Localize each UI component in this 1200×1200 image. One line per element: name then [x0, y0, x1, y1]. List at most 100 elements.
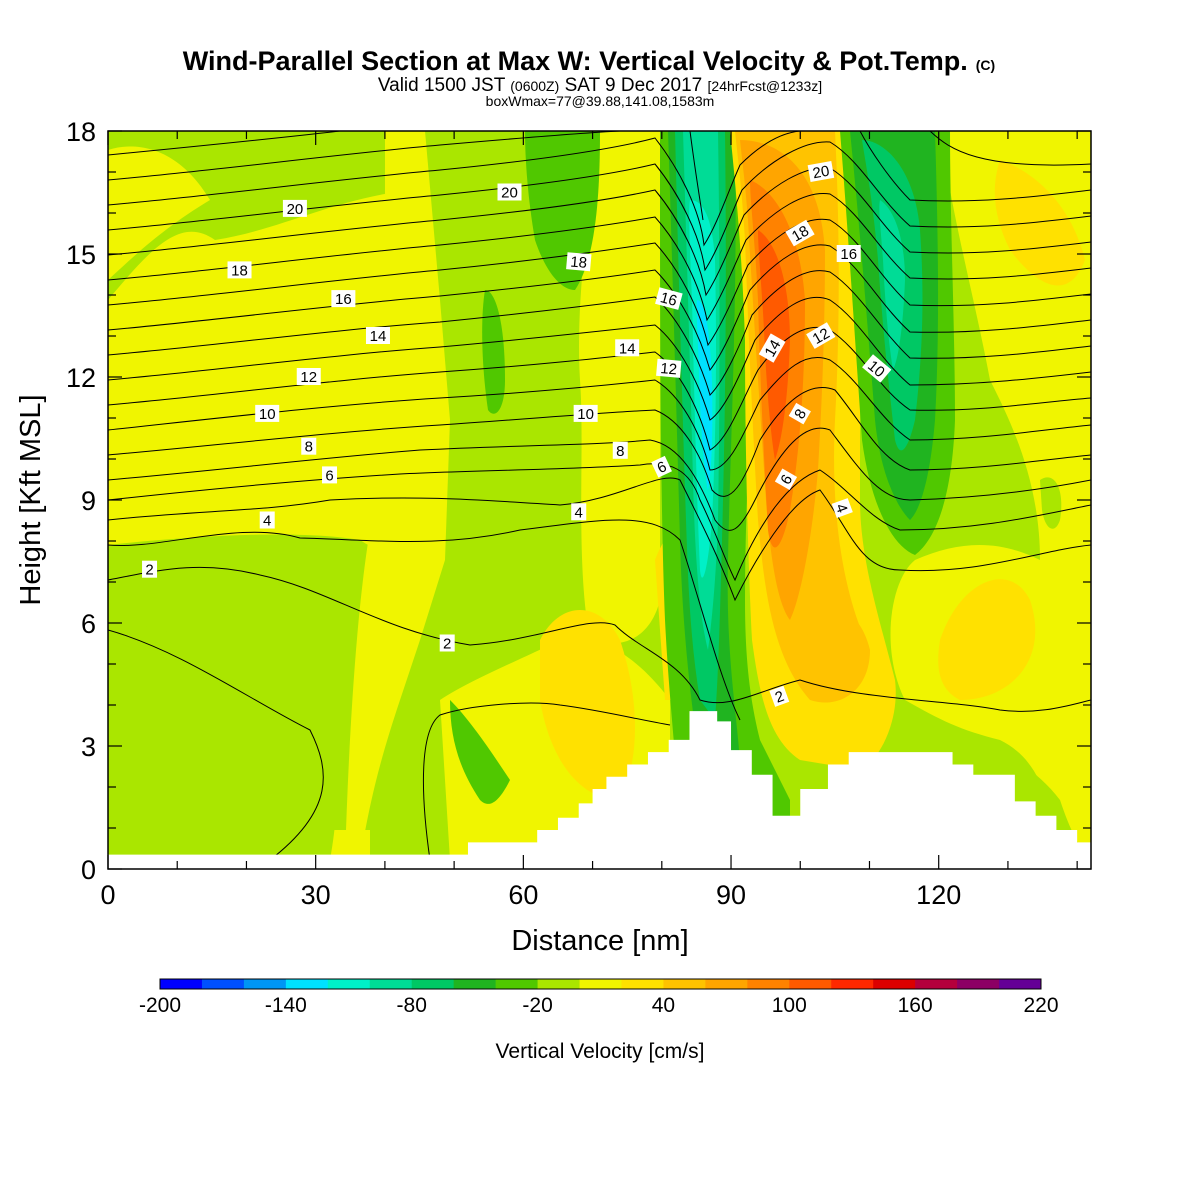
theta-contour-24: [108, 192, 1091, 322]
colorbar-swatch: [495, 979, 539, 989]
theta-contour-label: 16: [331, 290, 356, 308]
theta-contour-label-text: 2: [145, 562, 153, 579]
theta-contour-label: 14: [758, 333, 786, 363]
colorbar-swatch: [915, 979, 958, 989]
theta-contour-label-text: 16: [840, 246, 857, 263]
colorbar-frame: [159, 978, 1042, 990]
theta-contour-30: [108, 131, 801, 247]
colorbar-swatch: [453, 979, 497, 989]
theta-contour-label: 8: [612, 441, 628, 460]
theta-contour-22: [108, 218, 1091, 347]
theta-contour-label: 10: [255, 404, 280, 423]
theta-contour-label-text: 8: [616, 443, 624, 460]
theta-contour-label: 4: [259, 511, 275, 530]
theta-contour-label-text: 12: [810, 325, 833, 348]
colorbar-swatch: [369, 979, 413, 989]
colorbar-tick-label: 160: [898, 994, 933, 1017]
x-tick-label: 90: [716, 880, 746, 910]
theta-contour-label: 8: [301, 437, 317, 456]
theta-contour-label-text: 20: [811, 163, 830, 183]
theta-contour-label: 18: [227, 261, 252, 279]
theta-contour-28: [108, 141, 1091, 272]
theta-contour-label-text: 8: [305, 439, 313, 456]
theta-contour-label: 20: [282, 199, 307, 218]
x-axis: 0 30 60 90 120: [100, 131, 1078, 910]
vertical-velocity-field: [108, 131, 1091, 860]
theta-contour-label-text: 18: [231, 262, 248, 279]
theta-contour-label-text: 4: [263, 513, 271, 530]
y-axis-label: Height [Kft MSL]: [15, 394, 47, 605]
x-tick-label: 60: [508, 880, 538, 910]
x-tick-label: 0: [100, 880, 115, 910]
colorbar-swatch: [411, 979, 455, 989]
theta-contour-label: 4: [831, 498, 853, 518]
box-wmax-line: boxWmax=77@39.88,141.08,1583m: [486, 93, 715, 109]
theta-contour-2: [108, 519, 741, 721]
theta-contour-label: 18: [566, 252, 592, 272]
theta-contour-label-text: 16: [335, 291, 352, 308]
theta-contour-label-text: 10: [259, 406, 276, 423]
colorbar-swatch: [705, 979, 748, 989]
x-tick-label: 120: [916, 880, 961, 910]
theta-contour-label: 16: [655, 287, 683, 310]
theta-contour-32: [108, 131, 621, 181]
colorbar-swatch: [243, 979, 287, 989]
colorbar-swatch: [957, 979, 1000, 989]
theta-contour-26: [108, 167, 1091, 297]
chart-subtitle: Valid 1500 JST (0600Z) SAT 9 Dec 2017 [2…: [378, 75, 822, 96]
colorbar: -200 -140 -80 -20 40 100 160 220: [139, 978, 1059, 1017]
colorbar-label: Vertical Velocity [cm/s]: [496, 1040, 705, 1063]
colorbar-tick-label: 40: [652, 994, 675, 1017]
theta-contour-10: [108, 386, 1091, 497]
theta-contour-label: 6: [322, 466, 338, 484]
theta-contour-label-text: 20: [287, 201, 304, 218]
theta-contours: [108, 131, 1091, 861]
colorbar-swatch: [160, 979, 203, 989]
colorbar-tick-label: -20: [522, 994, 552, 1017]
theta-contour-20: [108, 244, 1091, 372]
theta-contour-30r: [859, 131, 1091, 202]
colorbar-swatch: [831, 979, 874, 989]
theta-contour-label: 14: [615, 339, 640, 357]
colorbar-swatch: [621, 979, 664, 989]
y-tick-label: 6: [81, 609, 96, 639]
theta-contour-label-text: 14: [761, 337, 784, 360]
theta-contour-label: 16: [836, 245, 861, 263]
y-tick-label: 9: [81, 486, 96, 516]
colorbar-swatch: [789, 979, 832, 989]
theta-contour-label: 2: [439, 634, 455, 653]
colorbar-swatch: [537, 979, 581, 989]
colorbar-tick-label: 100: [772, 994, 807, 1017]
theta-contour-label-text: 14: [619, 340, 636, 357]
theta-contour-label: 2: [769, 685, 790, 707]
colorbar-swatch: [579, 979, 622, 989]
theta-contour-0: [108, 629, 324, 861]
colorbar-tick-label: -140: [265, 994, 307, 1017]
theta-contour-32r: [929, 131, 1091, 166]
theta-contour-label: 8: [788, 402, 811, 425]
colorbar-swatch: [201, 979, 245, 989]
theta-contour-2b: [108, 566, 1091, 712]
title-block: Wind-Parallel Section at Max W: Vertical…: [183, 46, 995, 109]
colorbar-swatch: [663, 979, 706, 989]
theta-contour-label-text: 18: [789, 222, 812, 245]
theta-contour-label: 18: [785, 219, 815, 247]
y-tick-label: 0: [81, 855, 96, 885]
y-tick-label: 3: [81, 732, 96, 762]
theta-contour-32b: [689, 131, 704, 221]
theta-contour-label: 4: [571, 503, 587, 521]
colorbar-swatch: [873, 979, 916, 989]
theta-contour-label: 10: [862, 354, 892, 383]
theta-contour-label: 20: [807, 161, 835, 183]
theta-contour-label-text: 14: [370, 328, 387, 345]
colorbar-swatch: [999, 979, 1042, 989]
theta-contour-34: [108, 131, 341, 156]
theta-contour-label-text: 12: [660, 360, 678, 378]
colorbar-swatch: [747, 979, 790, 989]
theta-contour-label-text: 20: [501, 185, 518, 202]
theta-contour-label: 14: [365, 327, 390, 345]
y-tick-label: 12: [66, 363, 96, 393]
